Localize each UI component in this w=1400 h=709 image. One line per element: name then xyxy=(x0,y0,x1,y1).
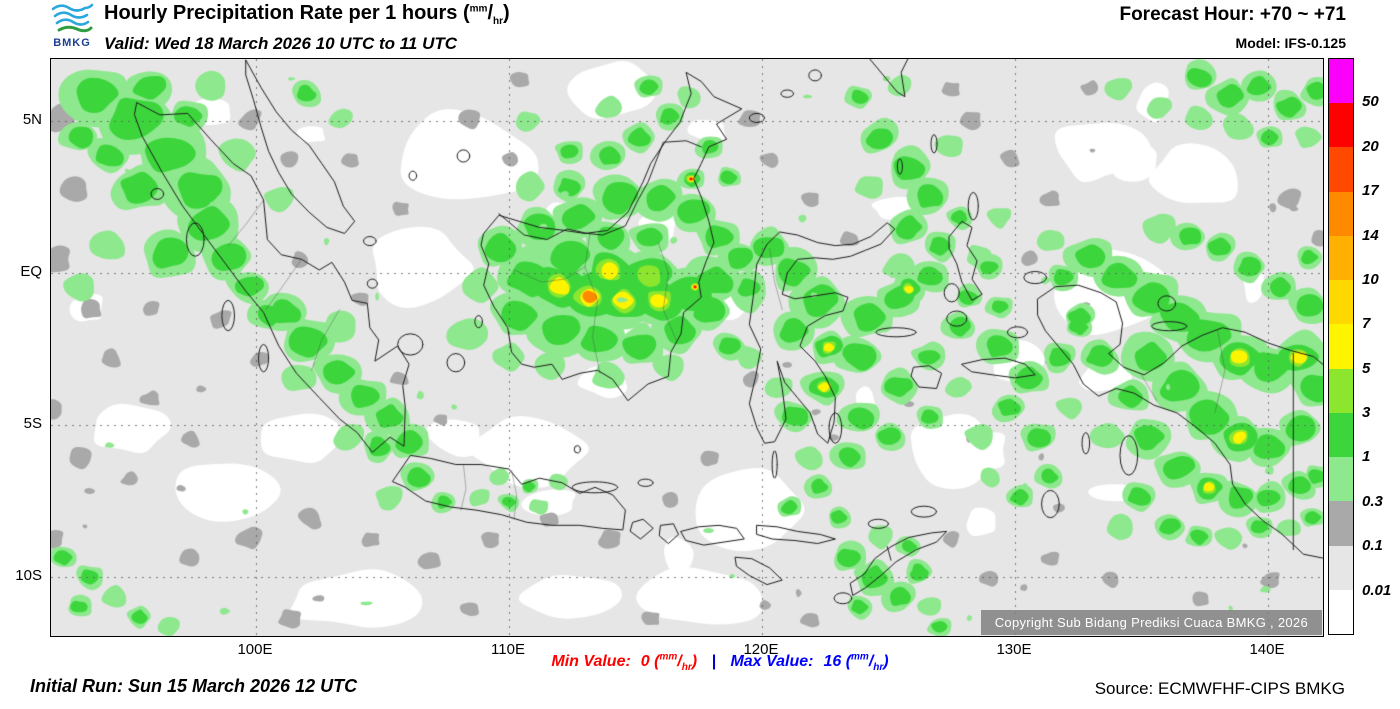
source: Source: ECMWFHF-CIPS BMKG xyxy=(1094,679,1345,698)
legend-colorbar xyxy=(1328,58,1354,635)
legend-band xyxy=(1329,59,1353,104)
longitude-tick-label: 120E xyxy=(743,641,779,658)
legend-value: 14 xyxy=(1362,226,1379,244)
legend-value: 0.01 xyxy=(1362,581,1392,599)
minmax-line: Min Value: 0 (mm/hr) | Max Value: 16 (mm/h… xyxy=(440,652,1000,674)
legend-band xyxy=(1329,103,1353,148)
model-name: Model: IFS-0.125 xyxy=(1235,35,1346,51)
longitude-tick-label: 140E xyxy=(1249,641,1285,658)
legend-band xyxy=(1329,457,1353,502)
latitude-tick-label: 10S xyxy=(15,567,42,584)
min-value: 0 xyxy=(640,653,650,671)
minmax-separator: | xyxy=(711,653,716,671)
latitude-tick-label: 5S xyxy=(23,415,42,432)
title-text: Hourly Precipitation Rate per 1 hours xyxy=(104,2,458,24)
legend-value: 20 xyxy=(1362,137,1379,155)
legend-value: 0.3 xyxy=(1362,492,1383,510)
longitude-tick-label: 130E xyxy=(996,641,1032,658)
legend-value: 7 xyxy=(1362,315,1371,333)
min-unit: (mm/hr) xyxy=(654,652,698,674)
max-value-group: Max Value: 16 (mm/hr) xyxy=(726,652,889,674)
bmkg-logo-text: BMKG xyxy=(53,37,91,49)
legend-value: 50 xyxy=(1362,93,1379,111)
legend-band xyxy=(1329,147,1353,192)
latitude-tick-label: 5N xyxy=(22,111,42,128)
bmkg-logo: BMKG xyxy=(46,1,98,49)
legend-value: 17 xyxy=(1362,182,1379,200)
map-area: Copyright Sub Bidang Prediksi Cuaca BMKG… xyxy=(50,58,1324,637)
legend-band xyxy=(1329,280,1353,325)
longitude-tick-label: 110E xyxy=(491,641,525,658)
legend-value: 5 xyxy=(1362,359,1371,377)
legend-band xyxy=(1329,412,1353,458)
max-unit: (mm/hr) xyxy=(845,652,889,674)
legend-value: 10 xyxy=(1362,270,1379,288)
page-title: Hourly Precipitation Rate per 1 hours (m… xyxy=(104,2,510,27)
legend-band xyxy=(1329,501,1353,546)
legend-value: 1 xyxy=(1362,448,1371,466)
precipitation-map-canvas xyxy=(51,59,1323,636)
legend-value: 3 xyxy=(1362,404,1371,422)
latitude-tick-label: EQ xyxy=(20,263,42,280)
legend-band xyxy=(1329,235,1353,281)
legend-band xyxy=(1329,368,1353,413)
legend-value: 0.1 xyxy=(1362,537,1383,555)
copyright-overlay: Copyright Sub Bidang Prediksi Cuaca BMKG… xyxy=(980,610,1322,635)
min-label: Min Value: xyxy=(551,653,631,671)
forecast-hour: Forecast Hour: +70 ~ +71 xyxy=(1119,4,1346,25)
legend-band xyxy=(1329,589,1353,635)
legend-band xyxy=(1329,191,1353,236)
max-value: 16 xyxy=(823,653,842,671)
legend-band xyxy=(1329,324,1353,369)
header-right: Forecast Hour: +70 ~ +71 Model: IFS-0.12… xyxy=(1119,4,1346,51)
bmkg-logo-icon xyxy=(51,3,94,33)
initial-run: Initial Run: Sun 15 March 2026 12 UTC xyxy=(30,676,358,696)
valid-time: Valid: Wed 18 March 2026 10 UTC to 11 UT… xyxy=(104,34,458,53)
longitude-tick-label: 100E xyxy=(237,641,273,658)
header-titles: Hourly Precipitation Rate per 1 hours (m… xyxy=(104,2,510,54)
min-value-group: Min Value: 0 (mm/hr) xyxy=(551,652,701,674)
unit-fraction: (mm/hr) xyxy=(462,2,510,27)
max-label: Max Value: xyxy=(730,653,814,671)
legend-band xyxy=(1329,545,1353,590)
